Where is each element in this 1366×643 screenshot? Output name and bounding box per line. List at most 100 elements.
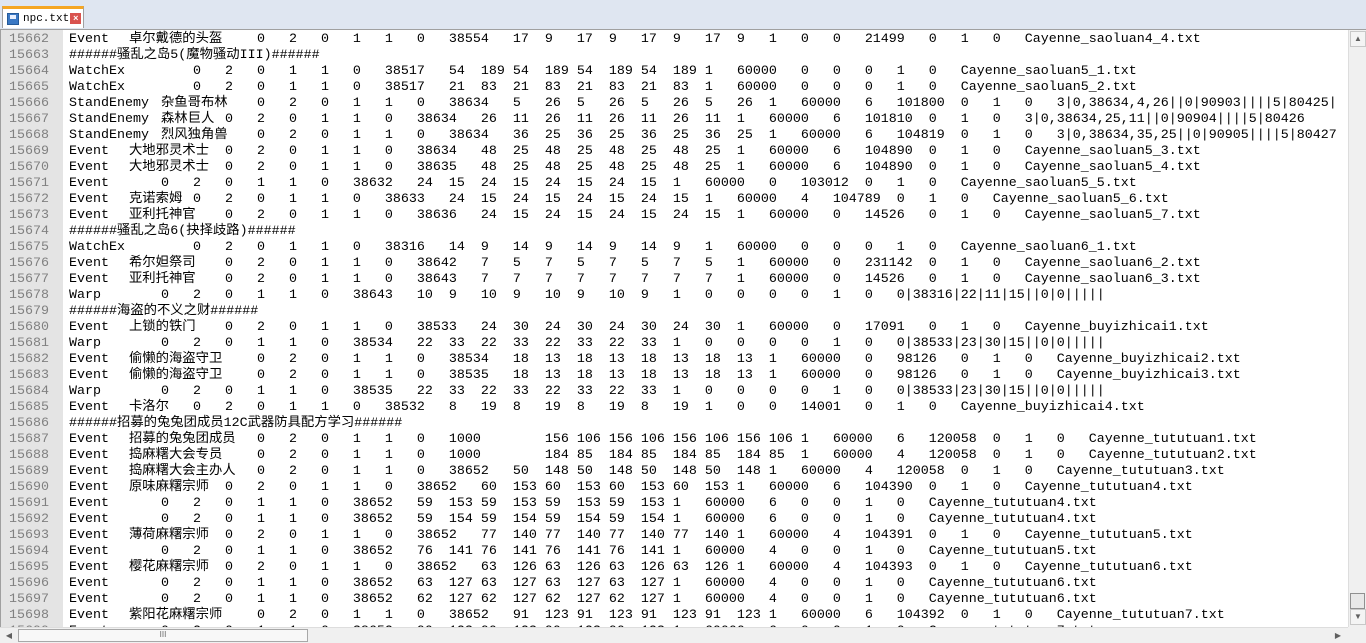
text-line[interactable]: 15675 WatchEx 0 2 0 1 1 0 38316 14 9 14 9… [1, 240, 1337, 256]
line-text[interactable]: Event 0 2 0 1 1 0 38652 62 127 62 127 62… [69, 592, 1097, 607]
text-line[interactable]: 15687 Event 招募的兔兔团成员 0 2 0 1 1 0 1000 156… [1, 432, 1337, 448]
line-text[interactable]: Event 亚利托神官 0 2 0 1 1 0 38643 7 7 7 7 7 … [69, 272, 1201, 287]
text-line[interactable]: 15677 Event 亚利托神官 0 2 0 1 1 0 38643 7 7 7… [1, 272, 1337, 288]
text-line[interactable]: 15667 StandEnemy 森林巨人 0 2 0 1 1 0 38634 2… [1, 112, 1337, 128]
text-line[interactable]: 15683 Event 偷懒的海盗守卫 0 2 0 1 1 0 38535 18 … [1, 368, 1337, 384]
line-text[interactable]: ######海盗的不义之财###### [69, 304, 259, 319]
line-text[interactable]: StandEnemy 森林巨人 0 2 0 1 1 0 38634 26 11 … [69, 112, 1305, 127]
line-text[interactable]: Warp 0 2 0 1 1 0 38534 22 33 22 33 22 33… [69, 336, 1105, 351]
line-number: 15684 [9, 384, 49, 399]
line-text[interactable]: Event 0 2 0 1 1 0 38652 63 127 63 127 63… [69, 576, 1097, 591]
line-text[interactable]: StandEnemy 杂鱼哥布林 0 2 0 1 1 0 38634 5 26 … [69, 96, 1337, 111]
scroll-up-icon[interactable]: ▲ [1350, 31, 1366, 47]
scroll-right-icon[interactable]: ▶ [1334, 631, 1342, 640]
text-line[interactable]: 15664 WatchEx 0 2 0 1 1 0 38517 54 189 54… [1, 64, 1337, 80]
text-line[interactable]: 15676 Event 希尔妲祭司 0 2 0 1 1 0 38642 7 5 7… [1, 256, 1337, 272]
text-line[interactable]: 15669 Event 大地邪灵术士 0 2 0 1 1 0 38634 48 2… [1, 144, 1337, 160]
text-line[interactable]: 15670 Event 大地邪灵术士 0 2 0 1 1 0 38635 48 2… [1, 160, 1337, 176]
text-line[interactable]: 15672 Event 克诺索姆 0 2 0 1 1 0 38633 24 15 … [1, 192, 1337, 208]
text-line[interactable]: 15684 Warp 0 2 0 1 1 0 38535 22 33 22 33 … [1, 384, 1337, 400]
line-number: 15697 [9, 592, 49, 607]
horizontal-scrollbar[interactable]: ◀ III ▶ [0, 627, 1348, 643]
text-line[interactable]: 15679 ######海盗的不义之财###### [1, 304, 1337, 320]
horizontal-scroll-thumb[interactable]: III [18, 629, 308, 642]
line-text[interactable]: Event 希尔妲祭司 0 2 0 1 1 0 38642 7 5 7 5 7 … [69, 256, 1201, 271]
text-line[interactable]: 15692 Event 0 2 0 1 1 0 38652 59 154 59 1… [1, 512, 1337, 528]
text-line[interactable]: 15693 Event 薄荷麻糬宗师 0 2 0 1 1 0 38652 77 1… [1, 528, 1337, 544]
text-line[interactable]: 15666 StandEnemy 杂鱼哥布林 0 2 0 1 1 0 38634 … [1, 96, 1337, 112]
line-text[interactable]: ######骚乱之岛5(魔物骚动III)###### [69, 48, 320, 63]
line-text[interactable]: WatchEx 0 2 0 1 1 0 38517 54 189 54 189 … [69, 64, 1137, 79]
line-number: 15688 [9, 448, 49, 463]
line-text[interactable]: Event 招募的兔兔团成员 0 2 0 1 1 0 1000 156 106 … [69, 432, 1257, 447]
line-text[interactable]: Event 上锁的铁门 0 2 0 1 1 0 38533 24 30 24 3… [69, 320, 1209, 335]
text-line[interactable]: 15681 Warp 0 2 0 1 1 0 38534 22 33 22 33 … [1, 336, 1337, 352]
line-text[interactable]: Event 0 2 0 1 1 0 38652 59 154 59 154 59… [69, 512, 1097, 527]
line-text[interactable]: Event 薄荷麻糬宗师 0 2 0 1 1 0 38652 77 140 77… [69, 528, 1193, 543]
line-text[interactable]: Event 0 2 0 1 1 0 38652 90 123 90 123 90… [63, 624, 1097, 627]
line-text[interactable]: Event 0 2 0 1 1 0 38632 24 15 24 15 24 1… [69, 176, 1137, 191]
line-text[interactable]: Warp 0 2 0 1 1 0 38643 10 9 10 9 10 9 10… [69, 288, 1105, 303]
line-text[interactable]: ######骚乱之岛6(抉择歧路)###### [69, 224, 296, 239]
line-number: 15667 [9, 112, 49, 127]
close-icon[interactable]: × [70, 13, 82, 24]
text-line[interactable]: 15691 Event 0 2 0 1 1 0 38652 59 153 59 1… [1, 496, 1337, 512]
text-line[interactable]: 15665 WatchEx 0 2 0 1 1 0 38517 21 83 21 … [1, 80, 1337, 96]
line-text[interactable]: Event 0 2 0 1 1 0 38652 59 153 59 153 59… [69, 496, 1097, 511]
line-number: 15665 [9, 80, 49, 95]
line-number: 15668 [9, 128, 49, 143]
text-line[interactable]: 15686 ######招募的兔兔团成员12C武器防具配方学习###### [1, 416, 1337, 432]
text-line[interactable]: 15678 Warp 0 2 0 1 1 0 38643 10 9 10 9 10… [1, 288, 1337, 304]
line-text[interactable]: ######招募的兔兔团成员12C武器防具配方学习###### [69, 416, 403, 431]
line-text[interactable]: Event 偷懒的海盗守卫 0 2 0 1 1 0 38534 18 13 18… [69, 352, 1241, 367]
text-line[interactable]: 15662 Event 卓尔戴德的头盔 0 2 0 1 1 0 38554 17 … [1, 32, 1337, 48]
line-text[interactable]: Event 偷懒的海盗守卫 0 2 0 1 1 0 38535 18 13 18… [69, 368, 1241, 383]
line-text[interactable]: Event 樱花麻糬宗师 0 2 0 1 1 0 38652 63 126 63… [69, 560, 1193, 575]
line-text[interactable]: StandEnemy 烈风独角兽 0 2 0 1 1 0 38634 36 25… [69, 128, 1337, 143]
line-text[interactable]: WatchEx 0 2 0 1 1 0 38316 14 9 14 9 14 9… [69, 240, 1137, 255]
text-line[interactable]: 15685 Event 卡洛尔 0 2 0 1 1 0 38532 8 19 8 … [1, 400, 1337, 416]
text-line[interactable]: 15674 ######骚乱之岛6(抉择歧路)###### [1, 224, 1337, 240]
text-line[interactable]: 15663 ######骚乱之岛5(魔物骚动III)###### [1, 48, 1337, 64]
text-line[interactable]: 15696 Event 0 2 0 1 1 0 38652 63 127 63 1… [1, 576, 1337, 592]
text-line[interactable]: 15690 Event 原味麻糬宗师 0 2 0 1 1 0 38652 60 1… [1, 480, 1337, 496]
text-line[interactable]: 15699Event 0 2 0 1 1 0 38652 90 123 90 1… [1, 624, 1337, 627]
line-number: 15679 [9, 304, 49, 319]
text-editor[interactable]: 15662 Event 卓尔戴德的头盔 0 2 0 1 1 0 38554 17 … [0, 30, 1348, 627]
tab-npc-txt[interactable]: npc.txt × [2, 6, 84, 28]
line-number: 15692 [9, 512, 49, 527]
line-number: 15663 [9, 48, 49, 63]
text-line[interactable]: 15682 Event 偷懒的海盗守卫 0 2 0 1 1 0 38534 18 … [1, 352, 1337, 368]
scroll-left-icon[interactable]: ◀ [5, 631, 13, 640]
line-text[interactable]: Event 捣麻糬大会专员 0 2 0 1 1 0 1000 184 85 18… [69, 448, 1257, 463]
line-number: 15693 [9, 528, 49, 543]
text-line[interactable]: 15694 Event 0 2 0 1 1 0 38652 76 141 76 1… [1, 544, 1337, 560]
line-text[interactable]: Warp 0 2 0 1 1 0 38535 22 33 22 33 22 33… [69, 384, 1105, 399]
save-disk-icon [7, 12, 19, 25]
line-text[interactable]: WatchEx 0 2 0 1 1 0 38517 21 83 21 83 21… [69, 80, 1137, 95]
vertical-scrollbar[interactable]: ▲ ▼ [1348, 30, 1366, 627]
line-text[interactable]: Event 亚利托神官 0 2 0 1 1 0 38636 24 15 24 1… [69, 208, 1201, 223]
line-number-gutter [1, 30, 63, 627]
text-line[interactable]: 15697 Event 0 2 0 1 1 0 38652 62 127 62 1… [1, 592, 1337, 608]
text-line[interactable]: 15689 Event 捣麻糬大会主办人 0 2 0 1 1 0 38652 50… [1, 464, 1337, 480]
line-text[interactable]: Event 捣麻糬大会主办人 0 2 0 1 1 0 38652 50 148 … [69, 464, 1225, 479]
line-text[interactable]: Event 卡洛尔 0 2 0 1 1 0 38532 8 19 8 19 8 … [69, 400, 1145, 415]
text-line[interactable]: 15698 Event 紫阳花麻糬宗师 0 2 0 1 1 0 38652 91 … [1, 608, 1337, 624]
line-text[interactable]: Event 大地邪灵术士 0 2 0 1 1 0 38634 48 25 48 … [69, 144, 1201, 159]
vertical-scroll-thumb[interactable] [1350, 593, 1365, 609]
line-number: 15671 [9, 176, 49, 191]
text-line[interactable]: 15688 Event 捣麻糬大会专员 0 2 0 1 1 0 1000 184 … [1, 448, 1337, 464]
line-text[interactable]: Event 紫阳花麻糬宗师 0 2 0 1 1 0 38652 91 123 9… [69, 608, 1225, 623]
text-line[interactable]: 15680 Event 上锁的铁门 0 2 0 1 1 0 38533 24 30… [1, 320, 1337, 336]
line-text[interactable]: Event 克诺索姆 0 2 0 1 1 0 38633 24 15 24 15… [69, 192, 1169, 207]
line-text[interactable]: Event 0 2 0 1 1 0 38652 76 141 76 141 76… [69, 544, 1097, 559]
line-text[interactable]: Event 卓尔戴德的头盔 0 2 0 1 1 0 38554 17 9 17 … [69, 32, 1201, 47]
text-line[interactable]: 15673 Event 亚利托神官 0 2 0 1 1 0 38636 24 15… [1, 208, 1337, 224]
text-line[interactable]: 15671 Event 0 2 0 1 1 0 38632 24 15 24 15… [1, 176, 1337, 192]
scroll-down-icon[interactable]: ▼ [1350, 609, 1366, 625]
text-line[interactable]: 15695 Event 樱花麻糬宗师 0 2 0 1 1 0 38652 63 1… [1, 560, 1337, 576]
line-text[interactable]: Event 大地邪灵术士 0 2 0 1 1 0 38635 48 25 48 … [69, 160, 1201, 175]
text-line[interactable]: 15668 StandEnemy 烈风独角兽 0 2 0 1 1 0 38634 … [1, 128, 1337, 144]
line-text[interactable]: Event 原味麻糬宗师 0 2 0 1 1 0 38652 60 153 60… [69, 480, 1193, 495]
